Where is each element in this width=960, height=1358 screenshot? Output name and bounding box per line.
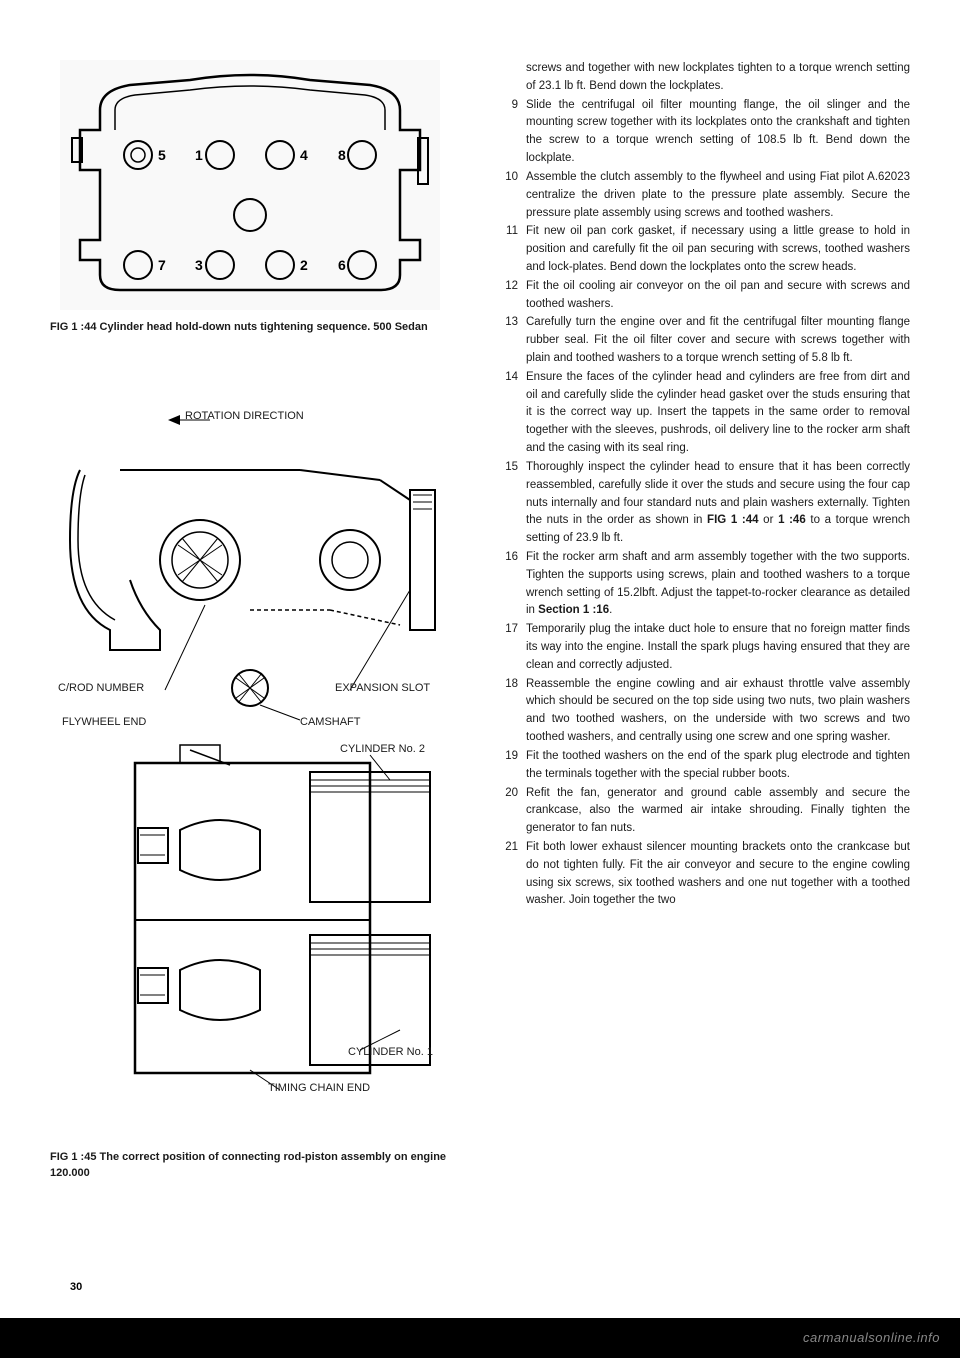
fig-1-44-caption: FIG 1 :44 Cylinder head hold-down nuts t…	[50, 320, 470, 335]
instruction-text: Ensure the faces of the cylinder head an…	[526, 369, 910, 458]
instruction-item: 11Fit new oil pan cork gasket, if necess…	[500, 223, 910, 276]
instruction-number: 14	[500, 369, 526, 458]
crod-label: C/ROD NUMBER	[58, 682, 144, 694]
instruction-number: 17	[500, 621, 526, 674]
svg-text:6: 6	[338, 257, 346, 273]
instruction-text: Assemble the clutch assembly to the flyw…	[526, 169, 910, 222]
instruction-text: Reassemble the engine cowling and air ex…	[526, 676, 910, 747]
instruction-text: Temporarily plug the intake duct hole to…	[526, 621, 910, 674]
timing-label: TIMING CHAIN END	[268, 1082, 370, 1094]
svg-text:3: 3	[195, 257, 203, 273]
page-number: 30	[70, 1281, 82, 1293]
instruction-number: 11	[500, 223, 526, 276]
instruction-item: 18Reassemble the engine cowling and air …	[500, 676, 910, 747]
instruction-item: 12Fit the oil cooling air conveyor on th…	[500, 278, 910, 314]
fig-1-45-diagram: ROTATION DIRECTION	[50, 410, 450, 1130]
instruction-text: Fit the toothed washers on the end of th…	[526, 748, 910, 784]
cyl1-label: CYLINDER No. 1	[348, 1046, 433, 1058]
left-column: 5 1 4 8 7 3 2	[50, 60, 470, 1181]
instruction-item: 20Refit the fan, generator and ground ca…	[500, 785, 910, 838]
footer-bar: carmanualsonline.info	[0, 1318, 960, 1358]
instruction-text: Fit both lower exhaust silencer mounting…	[526, 839, 910, 910]
instruction-item: 17Temporarily plug the intake duct hole …	[500, 621, 910, 674]
instruction-item: 10Assemble the clutch assembly to the fl…	[500, 169, 910, 222]
flywheel-label: FLYWHEEL END	[62, 716, 146, 728]
instruction-number: 19	[500, 748, 526, 784]
instruction-text: Thoroughly inspect the cylinder head to …	[526, 459, 910, 548]
instruction-text: Fit the rocker arm shaft and arm assembl…	[526, 549, 910, 620]
instruction-number: 10	[500, 169, 526, 222]
svg-text:5: 5	[158, 147, 166, 163]
intro-text: screws and together with new lockplates …	[500, 60, 910, 96]
fig-1-44-diagram: 5 1 4 8 7 3 2	[60, 60, 440, 310]
cyl2-label: CYLINDER No. 2	[340, 743, 425, 755]
instruction-item: 15Thoroughly inspect the cylinder head t…	[500, 459, 910, 548]
svg-text:1: 1	[195, 147, 203, 163]
instruction-number: 16	[500, 549, 526, 620]
rotation-label: ROTATION DIRECTION	[185, 410, 304, 422]
svg-text:7: 7	[158, 257, 166, 273]
instruction-item: 9Slide the centrifugal oil filter mounti…	[500, 97, 910, 168]
instruction-text: Carefully turn the engine over and fit t…	[526, 314, 910, 367]
right-column: screws and together with new lockplates …	[500, 60, 910, 1181]
instruction-item: 21Fit both lower exhaust silencer mounti…	[500, 839, 910, 910]
svg-text:2: 2	[300, 257, 308, 273]
camshaft-label: CAMSHAFT	[300, 716, 361, 728]
footer-watermark: carmanualsonline.info	[803, 1330, 940, 1345]
instruction-number: 12	[500, 278, 526, 314]
instruction-number: 21	[500, 839, 526, 910]
fig-1-45-caption: FIG 1 :45 The correct position of connec…	[50, 1150, 470, 1181]
instruction-item: 19Fit the toothed washers on the end of …	[500, 748, 910, 784]
instruction-item: 16Fit the rocker arm shaft and arm assem…	[500, 549, 910, 620]
instruction-number: 13	[500, 314, 526, 367]
svg-text:4: 4	[300, 147, 308, 163]
instruction-text: Slide the centrifugal oil filter mountin…	[526, 97, 910, 168]
instruction-item: 14Ensure the faces of the cylinder head …	[500, 369, 910, 458]
instruction-list: 9Slide the centrifugal oil filter mounti…	[500, 97, 910, 911]
two-column-layout: 5 1 4 8 7 3 2	[50, 60, 910, 1181]
svg-text:8: 8	[338, 147, 346, 163]
expansion-label: EXPANSION SLOT	[335, 682, 430, 694]
instruction-number: 15	[500, 459, 526, 548]
cylinder-head-svg: 5 1 4 8 7 3 2	[60, 60, 440, 310]
instruction-number: 9	[500, 97, 526, 168]
instruction-text: Fit new oil pan cork gasket, if necessar…	[526, 223, 910, 276]
instruction-text: Refit the fan, generator and ground cabl…	[526, 785, 910, 838]
piston-assembly-svg	[50, 410, 450, 1130]
instruction-text: Fit the oil cooling air conveyor on the …	[526, 278, 910, 314]
instruction-item: 13Carefully turn the engine over and fit…	[500, 314, 910, 367]
instruction-number: 18	[500, 676, 526, 747]
document-page: 5 1 4 8 7 3 2	[0, 0, 960, 1318]
instruction-number: 20	[500, 785, 526, 838]
